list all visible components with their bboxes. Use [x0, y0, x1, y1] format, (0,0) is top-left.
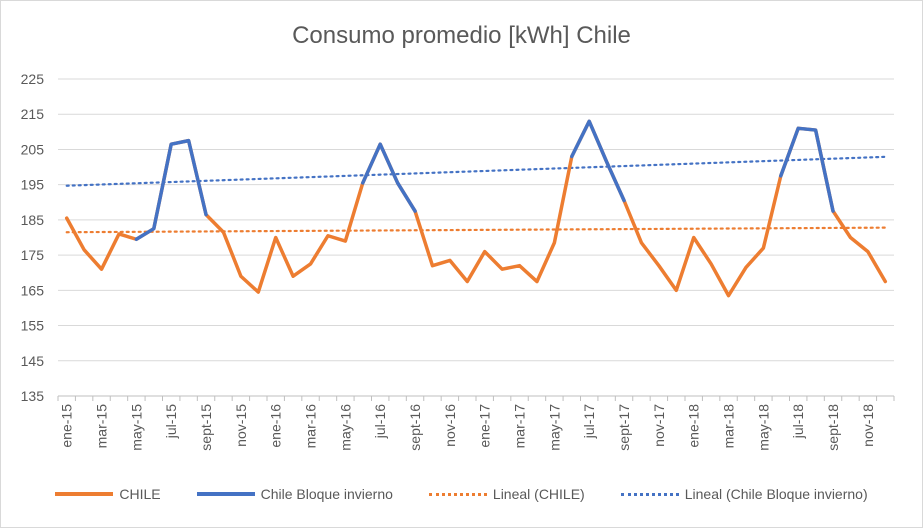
legend-swatch [428, 492, 487, 496]
y-tick-label: 135 [21, 388, 45, 404]
legend-item: CHILE [55, 486, 161, 502]
x-tick-label: ene-17 [477, 404, 493, 448]
legend-item: Chile Bloque invierno [196, 486, 393, 502]
trend-line [65, 226, 887, 234]
x-tick-label: jul-17 [581, 404, 597, 439]
x-tick-label: nov-16 [442, 404, 458, 447]
legend-label: Chile Bloque invierno [260, 486, 393, 502]
legend-item: Lineal (Chile Bloque invierno) [620, 486, 868, 502]
x-tick-label: mar-17 [512, 404, 528, 449]
x-tick-label: sept-18 [825, 404, 841, 451]
x-tick-label: sept-17 [616, 404, 632, 451]
x-tick-label: ene-18 [686, 404, 702, 448]
legend-item: Lineal (CHILE) [428, 486, 585, 502]
x-tick-label: ene-15 [59, 404, 75, 448]
x-tick-label: may-18 [755, 404, 771, 451]
x-tick-label: mar-18 [721, 404, 737, 449]
x-tick-label: sept-16 [407, 404, 423, 451]
y-axis-labels: 135 145 155 165 175 185 195 205 215 225 [21, 71, 45, 404]
x-tick-label: jul-16 [372, 404, 388, 439]
x-tick-label: jul-15 [163, 404, 179, 439]
y-tick-label: 165 [21, 282, 45, 298]
legend-swatch [620, 492, 679, 496]
legend-label: CHILE [119, 486, 161, 502]
y-tick-label: 195 [21, 177, 45, 193]
x-tick-label: sept-15 [198, 404, 214, 451]
y-tick-label: 175 [21, 247, 45, 263]
x-tick-label: nov-18 [860, 404, 876, 447]
trend-lines [65, 155, 887, 234]
series-lines [64, 119, 888, 298]
chart-title: Consumo promedio [kWh] Chile [292, 22, 631, 49]
x-tick-label: may-17 [546, 404, 562, 451]
x-tick-label: mar-15 [94, 404, 110, 449]
legend-swatch [55, 492, 114, 496]
x-axis-labels: ene-15 mar-15 may-15 jul-15 sept-15 nov-15 ene… [59, 404, 876, 451]
legend-swatch [196, 492, 255, 496]
y-tick-label: 205 [21, 141, 45, 157]
x-tick-label: jul-18 [790, 404, 806, 439]
chart-legend: CHILE Chile Bloque invierno Lineal (CHILE)… [0, 486, 923, 502]
trend-line [65, 155, 887, 187]
y-tick-label: 155 [21, 318, 45, 334]
x-tick-label: nov-15 [233, 404, 249, 447]
x-tick-label: ene-16 [268, 404, 284, 448]
x-tick-label: may-15 [128, 404, 144, 451]
x-tick-label: nov-17 [651, 404, 667, 447]
x-tick-label: may-16 [337, 404, 353, 451]
y-tick-label: 185 [21, 212, 45, 228]
series-line [134, 119, 835, 242]
x-axis [57, 395, 895, 401]
x-tick-label: mar-16 [303, 404, 319, 449]
y-tick-label: 225 [21, 71, 45, 87]
y-tick-label: 215 [21, 106, 45, 122]
legend-label: Lineal (Chile Bloque invierno) [684, 486, 868, 502]
legend-label: Lineal (CHILE) [492, 486, 585, 502]
y-tick-label: 145 [21, 353, 45, 369]
